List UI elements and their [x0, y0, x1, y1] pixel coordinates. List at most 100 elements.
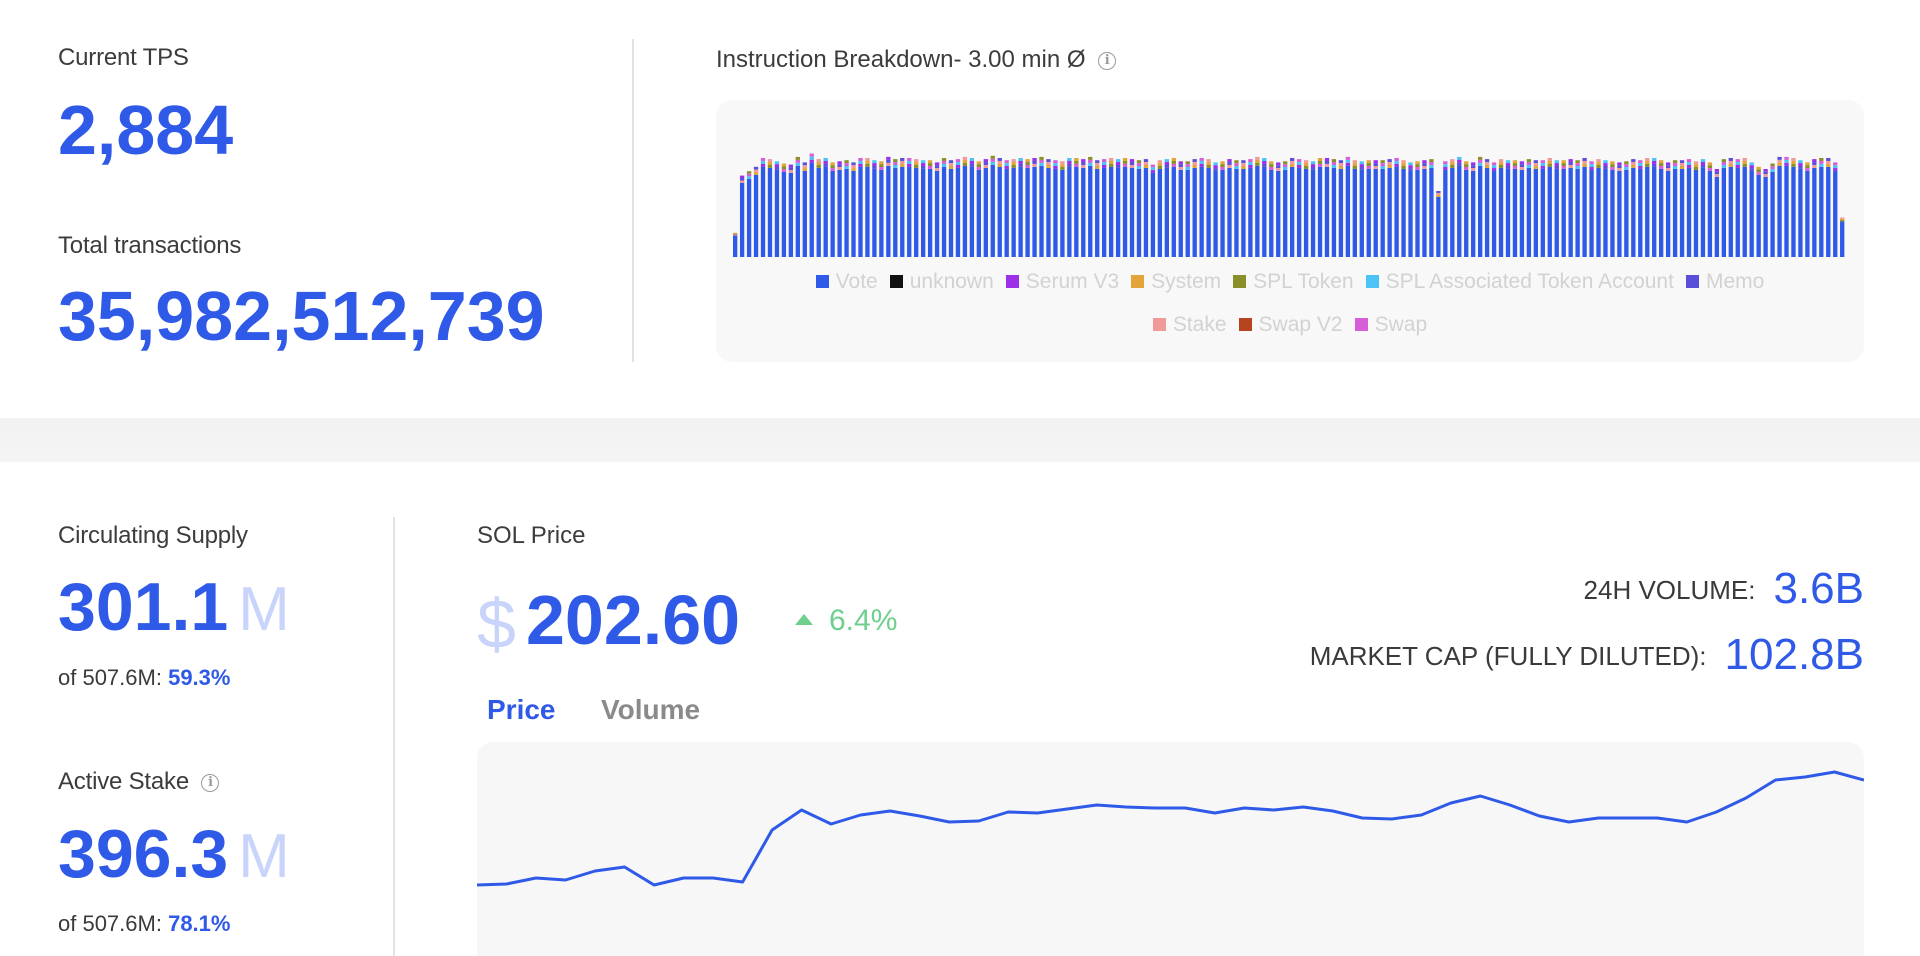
info-icon[interactable]: i: [1098, 51, 1117, 70]
chart-bar[interactable]: [1721, 159, 1726, 257]
chart-bar[interactable]: [1317, 158, 1323, 257]
chart-bar[interactable]: [1366, 160, 1371, 257]
chart-bar[interactable]: [927, 160, 933, 257]
chart-bar[interactable]: [1498, 159, 1504, 257]
chart-bar[interactable]: [1429, 159, 1434, 257]
price-line[interactable]: [477, 770, 1864, 887]
chart-bar[interactable]: [969, 158, 975, 257]
chart-bar[interactable]: [1638, 160, 1643, 257]
chart-bar[interactable]: [1380, 160, 1385, 257]
chart-bar[interactable]: [1074, 158, 1079, 257]
chart-bar[interactable]: [893, 159, 898, 257]
chart-bar[interactable]: [1387, 159, 1392, 257]
chart-bar[interactable]: [1833, 162, 1838, 257]
chart-bar[interactable]: [1714, 169, 1720, 257]
legend-item[interactable]: unknown: [889, 270, 994, 294]
chart-bar[interactable]: [1025, 159, 1030, 257]
chart-bar[interactable]: [865, 158, 870, 257]
chart-bar[interactable]: [962, 156, 968, 257]
chart-bar[interactable]: [1248, 159, 1253, 257]
chart-bar[interactable]: [1631, 159, 1636, 257]
chart-bar[interactable]: [1394, 158, 1399, 257]
chart-bar[interactable]: [1296, 159, 1302, 257]
chart-bar[interactable]: [1206, 159, 1211, 257]
chart-bar[interactable]: [1053, 160, 1058, 257]
chart-bar[interactable]: [907, 158, 912, 257]
chart-bar[interactable]: [1088, 156, 1093, 257]
chart-bar[interactable]: [1547, 158, 1552, 257]
chart-bar[interactable]: [1749, 162, 1754, 257]
legend-item[interactable]: SPL Token: [1233, 270, 1354, 294]
chart-bar[interactable]: [1777, 156, 1782, 257]
legend-item[interactable]: Serum V3: [1005, 270, 1119, 294]
chart-bar[interactable]: [733, 232, 738, 257]
chart-bar[interactable]: [1693, 161, 1699, 257]
chart-bar[interactable]: [788, 164, 794, 257]
chart-bar[interactable]: [1672, 160, 1678, 257]
chart-bar[interactable]: [1004, 160, 1009, 257]
chart-bar[interactable]: [1060, 161, 1065, 257]
chart-bar[interactable]: [1234, 160, 1239, 257]
chart-bar[interactable]: [1283, 161, 1288, 257]
chart-bar[interactable]: [1171, 158, 1176, 257]
chart-bar[interactable]: [1526, 159, 1532, 257]
chart-bar[interactable]: [1575, 160, 1580, 257]
legend-item[interactable]: Vote: [815, 270, 878, 294]
chart-bar[interactable]: [1665, 162, 1671, 257]
chart-bar[interactable]: [1554, 160, 1559, 257]
chart-bar[interactable]: [1812, 159, 1817, 257]
chart-bar[interactable]: [1512, 160, 1518, 257]
chart-bar[interactable]: [948, 160, 954, 257]
chart-bar[interactable]: [1143, 159, 1149, 257]
chart-bar[interactable]: [1568, 159, 1573, 257]
chart-bar[interactable]: [1652, 158, 1657, 257]
chart-bar[interactable]: [1464, 161, 1469, 257]
chart-bar[interactable]: [1603, 160, 1608, 257]
chart-bar[interactable]: [955, 159, 961, 257]
chart-bar[interactable]: [1617, 162, 1622, 257]
chart-bar[interactable]: [802, 162, 807, 257]
chart-bar[interactable]: [1819, 158, 1824, 257]
chart-bar[interactable]: [1331, 159, 1337, 257]
chart-bar[interactable]: [1136, 160, 1142, 257]
chart-bar[interactable]: [1679, 160, 1685, 257]
legend-item[interactable]: Swap: [1354, 313, 1427, 337]
chart-bar[interactable]: [1450, 159, 1455, 257]
chart-bar[interactable]: [983, 159, 988, 257]
chart-bar[interactable]: [1108, 158, 1114, 257]
chart-bar[interactable]: [1589, 161, 1594, 257]
chart-bar[interactable]: [1707, 162, 1713, 257]
tab-volume[interactable]: Volume: [601, 694, 701, 725]
chart-bar[interactable]: [1115, 159, 1121, 257]
chart-bar[interactable]: [1290, 158, 1295, 257]
chart-bar[interactable]: [1561, 160, 1566, 257]
chart-bar[interactable]: [858, 158, 863, 257]
chart-bar[interactable]: [934, 162, 940, 257]
legend-item[interactable]: System: [1131, 270, 1221, 294]
chart-bar[interactable]: [1540, 160, 1545, 257]
chart-bar[interactable]: [1784, 156, 1789, 257]
chart-bar[interactable]: [795, 156, 800, 257]
chart-bar[interactable]: [1805, 162, 1810, 257]
chart-bar[interactable]: [1220, 161, 1225, 257]
chart-bar[interactable]: [1213, 162, 1218, 257]
chart-bar[interactable]: [1081, 159, 1086, 257]
chart-bar[interactable]: [1227, 159, 1232, 257]
chart-bar[interactable]: [823, 158, 828, 257]
chart-bar[interactable]: [1338, 160, 1344, 257]
chart-bar[interactable]: [1471, 162, 1476, 257]
chart-bar[interactable]: [753, 166, 759, 257]
chart-bar[interactable]: [1645, 158, 1650, 257]
chart-bar[interactable]: [1359, 161, 1364, 257]
chart-bar[interactable]: [1422, 160, 1427, 257]
chart-bar[interactable]: [1728, 158, 1733, 257]
chart-bar[interactable]: [1756, 166, 1761, 257]
info-icon[interactable]: i: [201, 773, 220, 792]
chart-bar[interactable]: [844, 160, 849, 257]
chart-bar[interactable]: [1484, 159, 1490, 257]
chart-bar[interactable]: [1046, 159, 1051, 257]
chart-bar[interactable]: [1269, 161, 1274, 257]
legend-item[interactable]: Swap V2: [1238, 313, 1343, 337]
chart-bar[interactable]: [920, 160, 926, 257]
chart-bar[interactable]: [900, 158, 905, 257]
